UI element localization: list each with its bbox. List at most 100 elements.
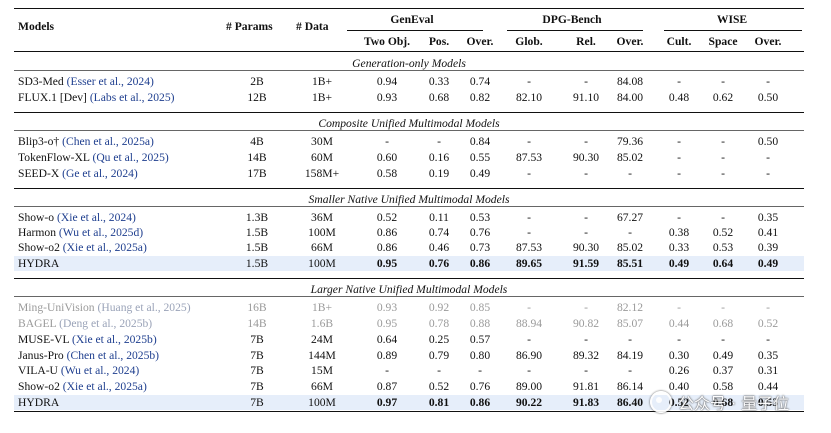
- score-cell: -: [766, 301, 770, 314]
- citation-link[interactable]: (Wu et al., 2025d): [58, 226, 144, 239]
- score-cell: -: [584, 167, 588, 180]
- score-cell: -: [584, 75, 588, 88]
- score-cell: -: [527, 301, 531, 314]
- score-cell: 0.41: [757, 226, 779, 239]
- model-name: Blip3-o† (Chen et al., 2025a): [18, 134, 154, 149]
- score-cell: 0.35: [757, 349, 779, 362]
- citation-link[interactable]: (Xie et al., 2025a): [62, 241, 147, 254]
- score-cell: 0.52: [428, 380, 450, 393]
- header-models: Models: [18, 20, 55, 33]
- header-row-2: Two Obj. Pos. Over. Glob. Rel. Over. Cult. Spac…: [14, 34, 804, 49]
- score-cell: 0.68: [712, 396, 734, 409]
- score-cell: -: [677, 75, 681, 88]
- score-cell: 91.10: [572, 91, 600, 104]
- table-row: MUSE-VL (Xie et al., 2025b) 7B 24M 0.64 0.25…: [14, 332, 804, 347]
- score-cell: -: [721, 211, 725, 224]
- score-cell: -: [437, 364, 441, 377]
- score-cell: 0.25: [428, 333, 450, 346]
- citation-link[interactable]: (Deng et al., 2025b): [59, 317, 153, 330]
- citation-link[interactable]: (Huang et al., 2025): [97, 301, 191, 314]
- header-params: # Params: [226, 20, 273, 33]
- params-cell: 7B: [250, 380, 264, 393]
- citation-link[interactable]: (Qu et al., 2025): [92, 151, 169, 164]
- score-cell: 0.26: [668, 364, 690, 377]
- subheader-4: Rel.: [576, 35, 596, 48]
- model-label: VILA-U: [18, 364, 58, 377]
- subheader-6: Cult.: [666, 35, 692, 48]
- params-cell: 14B: [247, 317, 267, 330]
- score-cell: 0.37: [712, 364, 734, 377]
- data-cell: 36M: [311, 211, 333, 224]
- score-cell: -: [527, 135, 531, 148]
- score-cell: 0.48: [668, 91, 690, 104]
- citation-link[interactable]: (Chen et al., 2025a): [62, 135, 154, 148]
- score-cell: -: [385, 364, 389, 377]
- model-label: Show-o2: [18, 241, 60, 254]
- table-row: Show-o (Xie et al., 2024) 1.3B 36M 0.52 0.11…: [14, 210, 804, 225]
- score-cell: 0.94: [376, 75, 398, 88]
- subheader-7: Space: [708, 35, 738, 48]
- score-cell: 0.64: [712, 257, 734, 270]
- citation-link[interactable]: (Chen et al., 2025b): [66, 349, 160, 362]
- params-cell: 1.3B: [245, 211, 269, 224]
- table-row: Show-o2 (Xie et al., 2025a) 7B 66M 0.87 0.52…: [14, 379, 804, 394]
- score-cell: 0.16: [428, 151, 450, 164]
- score-cell: -: [584, 135, 588, 148]
- model-name: SEED-X (Ge et al., 2024): [18, 166, 138, 181]
- score-cell: 0.92: [428, 301, 450, 314]
- score-cell: 84.08: [616, 75, 644, 88]
- model-name: FLUX.1 [Dev] (Labs et al., 2025): [18, 90, 174, 105]
- model-name: VILA-U (Wu et al., 2024): [18, 363, 139, 378]
- subheader-5: Over.: [616, 35, 644, 48]
- score-cell: -: [385, 135, 389, 148]
- data-cell: 1B+: [311, 91, 333, 104]
- data-cell: 30M: [311, 135, 333, 148]
- score-cell: -: [584, 226, 588, 239]
- header-wise: WISE: [716, 13, 748, 26]
- score-cell: 86.90: [515, 349, 543, 362]
- model-name: MUSE-VL (Xie et al., 2025b): [18, 332, 157, 347]
- score-cell: 0.60: [376, 151, 398, 164]
- score-cell: 90.22: [515, 396, 543, 409]
- score-cell: 0.86: [469, 257, 491, 270]
- score-cell: 89.65: [515, 257, 543, 270]
- score-cell: 88.94: [515, 317, 543, 330]
- score-cell: 0.52: [757, 317, 779, 330]
- score-cell: 0.68: [712, 317, 734, 330]
- score-cell: 0.44: [668, 317, 690, 330]
- score-cell: -: [721, 151, 725, 164]
- score-cell: 90.30: [572, 241, 600, 254]
- score-cell: 91.83: [572, 396, 600, 409]
- citation-link[interactable]: (Xie et al., 2025a): [62, 380, 147, 393]
- params-cell: 7B: [250, 349, 264, 362]
- citation-link[interactable]: (Wu et al., 2024): [60, 364, 140, 377]
- data-cell: 100M: [308, 396, 336, 409]
- table-row: FLUX.1 [Dev] (Labs et al., 2025) 12B 1B+ 0.…: [14, 90, 804, 105]
- citation-link[interactable]: (Ge et al., 2024): [62, 167, 138, 180]
- score-cell: 67.27: [616, 211, 644, 224]
- score-cell: 0.79: [428, 349, 450, 362]
- table-row: Ming-UniVision (Huang et al., 2025) 16B 1B…: [14, 300, 804, 315]
- section-title: Larger Native Unified Multimodal Models: [310, 283, 508, 296]
- score-cell: -: [478, 364, 482, 377]
- params-cell: 14B: [247, 151, 267, 164]
- model-label: Blip3-o†: [18, 135, 60, 148]
- score-cell: 0.81: [428, 396, 450, 409]
- score-cell: -: [677, 333, 681, 346]
- score-cell: -: [527, 211, 531, 224]
- score-cell: -: [677, 151, 681, 164]
- model-label: Janus-Pro: [18, 349, 64, 362]
- score-cell: 86.14: [616, 380, 644, 393]
- model-name: Show-o2 (Xie et al., 2025a): [18, 240, 147, 255]
- citation-link[interactable]: (Xie et al., 2024): [56, 211, 136, 224]
- citation-link[interactable]: (Xie et al., 2025b): [72, 333, 157, 346]
- score-cell: 0.53: [712, 241, 734, 254]
- table-row: TokenFlow-XL (Qu et al., 2025) 14B 60M 0.60…: [14, 150, 804, 165]
- header-dpg: DPG-Bench: [542, 13, 602, 26]
- score-cell: 0.93: [376, 91, 398, 104]
- model-label: BAGEL: [18, 317, 57, 330]
- score-cell: 87.53: [515, 241, 543, 254]
- citation-link[interactable]: (Esser et al., 2024): [66, 75, 154, 88]
- citation-link[interactable]: (Labs et al., 2025): [89, 91, 175, 104]
- score-cell: 84.19: [616, 349, 644, 362]
